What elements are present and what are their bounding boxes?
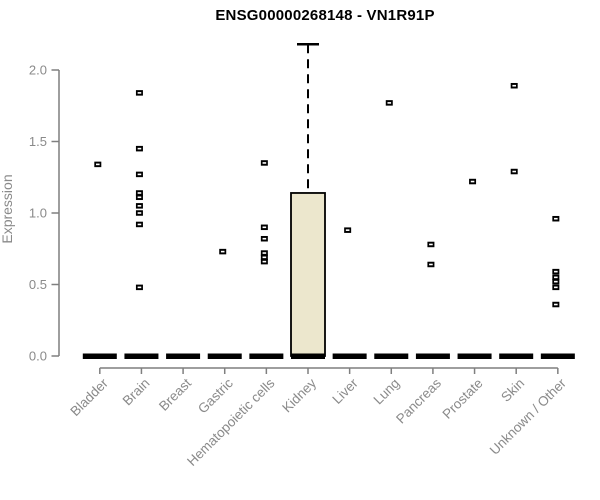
zero-median-bar — [124, 353, 159, 359]
data-point-slit — [262, 237, 267, 240]
x-category-label: Kidney — [279, 375, 319, 415]
x-category-label: Liver — [329, 375, 361, 407]
data-point-slit — [470, 180, 475, 183]
data-point-slit — [220, 250, 225, 253]
x-category-label: Lung — [371, 376, 403, 408]
zero-median-bar — [291, 353, 325, 359]
zero-median-bar — [540, 353, 575, 359]
data-point-slit — [429, 263, 433, 266]
y-tick-label: 0.0 — [29, 349, 47, 364]
data-point-slit — [554, 303, 558, 306]
zero-median-bar — [249, 353, 284, 359]
y-tick-label: 1.5 — [29, 134, 47, 149]
data-point-slit — [262, 260, 267, 263]
zero-median-bar — [415, 353, 450, 359]
x-category-label: Prostate — [440, 376, 486, 422]
x-category-label: Bladder — [67, 375, 111, 419]
y-tick-label: 1.0 — [29, 206, 47, 221]
x-category-label: Gastric — [195, 375, 236, 416]
x-category-label: Unknown / Other — [487, 375, 570, 458]
zero-median-bar — [332, 353, 367, 359]
x-category-label: Breast — [156, 375, 194, 413]
data-point-slit — [262, 226, 267, 229]
data-point-slit — [137, 212, 142, 214]
x-category-label: Brain — [120, 376, 153, 409]
data-point-slit — [137, 92, 142, 94]
chart-title: ENSG00000268148 - VN1R91P — [215, 7, 435, 24]
data-point-slit — [137, 205, 142, 207]
data-point-slit — [554, 276, 558, 279]
zero-median-bar — [166, 353, 201, 359]
zero-median-bar — [374, 353, 409, 359]
zero-median-bar — [82, 353, 117, 359]
data-point-slit — [137, 223, 142, 226]
data-point-slit — [262, 162, 267, 164]
data-point-slit — [262, 256, 267, 259]
y-tick-label: 2.0 — [29, 63, 47, 78]
y-axis-label: Expression — [0, 174, 15, 244]
data-point-slit — [554, 270, 558, 273]
data-point-slit — [137, 196, 142, 199]
zero-median-bar — [207, 353, 242, 359]
data-point-slit — [554, 217, 558, 220]
data-point-slit — [137, 147, 142, 150]
data-point-slit — [512, 84, 516, 87]
x-category-label: Skin — [498, 376, 527, 405]
data-point-slit — [96, 163, 100, 166]
data-point-slit — [262, 252, 267, 254]
data-point-slit — [137, 173, 142, 176]
zero-median-bar — [457, 353, 492, 359]
data-point-slit — [512, 170, 516, 173]
data-point-slit — [137, 192, 142, 194]
data-point-slit — [429, 243, 433, 246]
kidney-box — [290, 192, 326, 357]
data-point-slit — [554, 286, 558, 289]
data-point-slit — [137, 286, 142, 289]
data-point-slit — [345, 229, 350, 231]
x-category-label: Pancreas — [393, 375, 444, 426]
y-tick-label: 0.5 — [29, 277, 47, 292]
data-point-slit — [554, 280, 558, 283]
data-point-slit — [387, 102, 392, 104]
zero-median-bar — [499, 353, 534, 359]
